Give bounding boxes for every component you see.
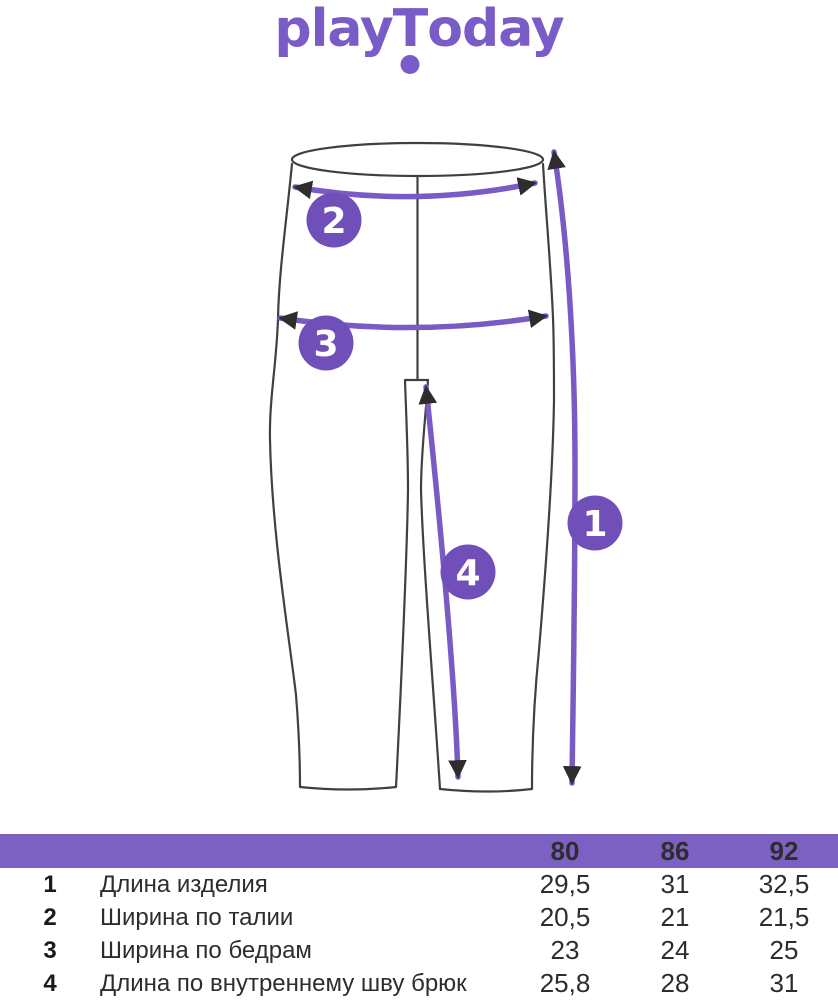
table-row: 2 Ширина по талии 20,5 21 21,5 bbox=[0, 901, 838, 934]
table-row: 4 Длина по внутреннему шву брюк 25,8 28 … bbox=[0, 967, 838, 1000]
measurement-callouts: 1 2 3 4 bbox=[298, 192, 623, 600]
row-value-80: 25,8 bbox=[539, 968, 591, 998]
callout-4-circle bbox=[440, 544, 496, 600]
product-length-arrow-icon bbox=[547, 149, 582, 786]
row-value-86: 28 bbox=[660, 968, 690, 998]
row-value-86: 24 bbox=[660, 935, 690, 965]
header-size-86: 86 bbox=[660, 835, 690, 866]
row-number: 4 bbox=[43, 969, 57, 997]
pants-measurement-diagram: 1 2 3 4 bbox=[268, 141, 623, 793]
row-value-92: 25 bbox=[769, 935, 799, 965]
pants-outline-drawing bbox=[268, 141, 556, 793]
measurement-arrows bbox=[277, 149, 582, 786]
size-table-header-row: 80 86 92 bbox=[0, 834, 838, 868]
logo-dot-icon bbox=[400, 55, 420, 74]
header-size-92: 92 bbox=[769, 835, 799, 866]
size-table: 80 86 92 1 Длина изделия 29,5 31 32,5 2 … bbox=[0, 834, 838, 1000]
row-value-80: 20,5 bbox=[539, 902, 591, 932]
logo-text-oday: oday bbox=[427, 0, 564, 59]
row-value-86: 31 bbox=[660, 869, 690, 899]
callout-3-circle bbox=[298, 315, 354, 371]
callout-2-circle bbox=[306, 192, 362, 248]
table-row: 1 Длина изделия 29,5 31 32,5 bbox=[0, 868, 838, 901]
callout-3-number: 3 bbox=[313, 324, 338, 365]
pants-silhouette bbox=[268, 162, 556, 793]
row-value-92: 31 bbox=[769, 968, 799, 998]
row-label: Длина по внутреннему шву брюк bbox=[100, 969, 467, 997]
row-number: 1 bbox=[43, 870, 57, 898]
row-label: Ширина по бедрам bbox=[100, 936, 312, 964]
row-value-92: 32,5 bbox=[758, 869, 810, 899]
waistband-opening-ellipse bbox=[290, 141, 545, 178]
row-value-86: 21 bbox=[660, 902, 690, 932]
callout-2-number: 2 bbox=[321, 201, 346, 242]
row-number: 3 bbox=[43, 936, 57, 964]
row-label: Длина изделия bbox=[100, 870, 268, 898]
callout-4-number: 4 bbox=[455, 553, 480, 594]
callout-1-circle bbox=[567, 495, 623, 551]
row-number: 2 bbox=[43, 903, 57, 931]
row-value-80: 29,5 bbox=[539, 869, 591, 899]
inseam-length-arrow-icon bbox=[418, 384, 467, 780]
row-value-80: 23 bbox=[550, 935, 580, 965]
waist-width-arrow-icon bbox=[292, 177, 538, 200]
logo-letter-t: T bbox=[393, 2, 428, 74]
row-label: Ширина по талии bbox=[100, 903, 294, 931]
table-row: 3 Ширина по бедрам 23 24 25 bbox=[0, 934, 838, 967]
header-size-80: 80 bbox=[550, 835, 580, 866]
callout-1-number: 1 bbox=[582, 504, 607, 545]
row-value-92: 21,5 bbox=[758, 902, 810, 932]
logo-text-play: play bbox=[274, 0, 393, 59]
brand-logo: playT oday bbox=[0, 0, 838, 74]
